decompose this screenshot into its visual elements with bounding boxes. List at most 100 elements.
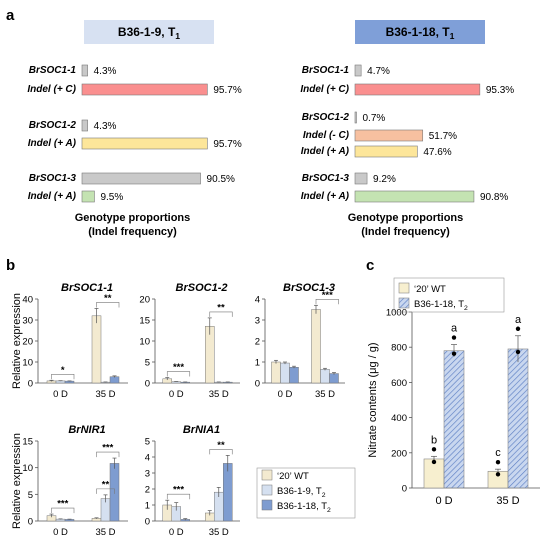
y-tick-label: 0 [402,484,407,495]
x-tick-label: 35 D [315,389,335,400]
indel-label: Indel (+ A) [28,138,77,149]
legend-swatch [261,484,273,496]
y-tick-label: 40 [22,295,33,306]
y-tick-label: 3 [255,316,260,327]
y-tick-label: 3 [145,469,150,480]
genotype-subtitle: (Indel frequency) [361,226,450,238]
proportion-bar [354,172,368,185]
y-tick-label: 5 [145,358,150,369]
y-tick-label: 0 [145,517,150,528]
y-tick-label: 15 [22,437,33,448]
gene-label: BrSOC1-3 [302,173,350,184]
proportion-bar [81,190,95,203]
legend-label: B36-1-9, T2 [277,486,326,499]
x-tick-label: 0 D [53,527,68,538]
y-tick-label: 800 [391,343,407,354]
significance-bracket [51,507,75,514]
x-tick-label: 35 D [209,389,229,400]
proportion-bar [354,83,481,96]
y-axis-label: Relative expression [11,293,23,389]
y-tick-label: 1000 [386,308,407,319]
significance-label: *** [173,362,184,373]
significance-label: *** [173,485,184,496]
gene-title: BrSOC1-1 [61,282,113,294]
x-tick-label: 0 D [278,389,293,400]
y-tick-label: 0 [28,379,33,390]
gene-label: BrSOC1-2 [302,112,350,123]
data-point [495,459,501,465]
y-tick-label: 4 [145,453,150,464]
proportion-label: 90.5% [207,174,235,185]
bar [311,309,321,384]
bar [205,326,215,384]
bar [64,380,75,384]
significance-bracket [96,451,120,458]
bar [55,380,66,384]
proportion-bar [354,111,357,124]
significance-bracket [96,488,115,494]
gene-title: BrSOC1-3 [283,282,335,294]
legend-swatch [261,469,273,481]
proportion-bar [354,145,418,158]
significance-bracket [166,371,191,377]
data-point [515,326,521,331]
proportion-label: 51.7% [429,131,457,142]
bar [91,315,102,384]
y-tick-label: 0 [145,379,150,390]
x-tick-label: 0 D [435,495,452,507]
indel-label: Indel (+ A) [301,146,350,157]
significance-bracket [209,449,233,455]
significance-bracket [209,311,233,317]
y-tick-label: 15 [139,316,150,327]
significance-bracket [315,299,339,305]
proportion-label: 9.2% [373,174,396,185]
indel-label: Indel (+ C) [300,84,349,95]
y-tick-label: 10 [22,463,33,474]
x-tick-label: 0 D [169,389,184,400]
legend-swatch [261,499,273,511]
legend-box [256,467,356,519]
y-tick-label: 200 [391,448,407,459]
y-tick-label: 0 [28,517,33,528]
x-tick-label: 35 D [496,495,519,507]
gene-label: BrSOC1-1 [302,65,350,76]
y-tick-label: 20 [139,295,150,306]
significance-label: ** [217,440,225,451]
y-tick-label: 1 [145,501,150,512]
proportion-label: 0.7% [363,113,386,124]
legend-swatch [398,282,410,294]
genotype-header-box [355,20,485,44]
bar [443,350,465,489]
data-point [431,447,437,452]
data-point [451,351,457,356]
legend-label: ‘20’ WT [277,471,309,482]
proportion-label: 9.5% [100,192,123,203]
significance-letter: a [515,314,522,326]
significance-label: ** [102,479,110,490]
significance-label: * [61,365,65,376]
indel-label: Indel (+ C) [27,84,76,95]
significance-bracket [96,302,120,308]
indel-label: Indel (+ A) [301,191,350,202]
gene-label: BrSOC1-2 [29,120,77,131]
legend-label: B36-1-18, T2 [277,501,331,514]
y-tick-label: 10 [22,358,33,369]
significance-label: ** [217,302,225,313]
proportion-label: 95.3% [486,85,514,96]
panel-c-letter: c [366,257,374,274]
data-point [431,459,437,465]
significance-letter: c [495,447,501,459]
bar [320,369,330,384]
genotype-title: Genotype proportions [75,212,191,224]
gene-label: BrSOC1-3 [29,173,77,184]
y-tick-label: 2 [145,485,150,496]
proportion-label: 4.3% [94,121,117,132]
bar [280,362,290,384]
legend-box [393,277,505,313]
proportion-bar [354,190,475,203]
indel-label: Indel (- C) [303,130,350,141]
proportion-bar [81,64,88,77]
significance-bracket [166,493,191,500]
significance-label: ** [104,293,112,304]
